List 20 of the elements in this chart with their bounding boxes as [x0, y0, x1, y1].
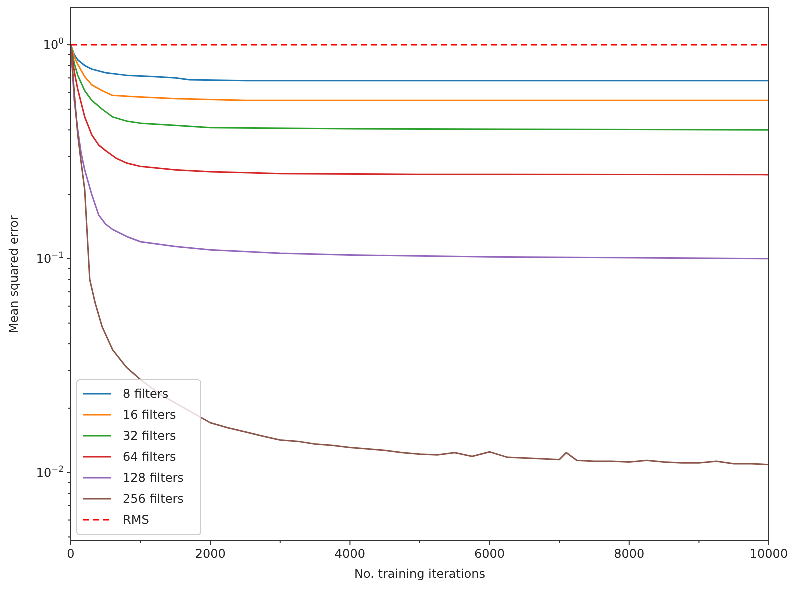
x-tick-label: 0	[67, 547, 75, 561]
legend-label: 256 filters	[123, 492, 184, 506]
legend-label: 32 filters	[123, 429, 176, 443]
legend-label: 128 filters	[123, 471, 184, 485]
x-tick-label: 10000	[750, 547, 788, 561]
y-tick-label: 10$^{−2}$	[36, 464, 64, 480]
legend-label: 64 filters	[123, 450, 176, 464]
legend-label: RMS	[123, 513, 150, 527]
legend-label: 8 filters	[123, 387, 169, 401]
y-axis-title: Mean squared error	[7, 216, 21, 334]
y-tick-label: 10$^{0}$	[43, 36, 64, 52]
x-tick-label: 6000	[474, 547, 506, 561]
legend-label: 16 filters	[123, 408, 176, 422]
x-tick-label: 8000	[614, 547, 645, 561]
x-tick-label: 4000	[334, 547, 366, 561]
y-tick-label: 10$^{−1}$	[36, 250, 64, 266]
line-series	[71, 44, 769, 466]
x-tick-label: 2000	[195, 547, 226, 561]
x-axis-title: No. training iterations	[354, 567, 486, 581]
line-series	[71, 44, 769, 102]
